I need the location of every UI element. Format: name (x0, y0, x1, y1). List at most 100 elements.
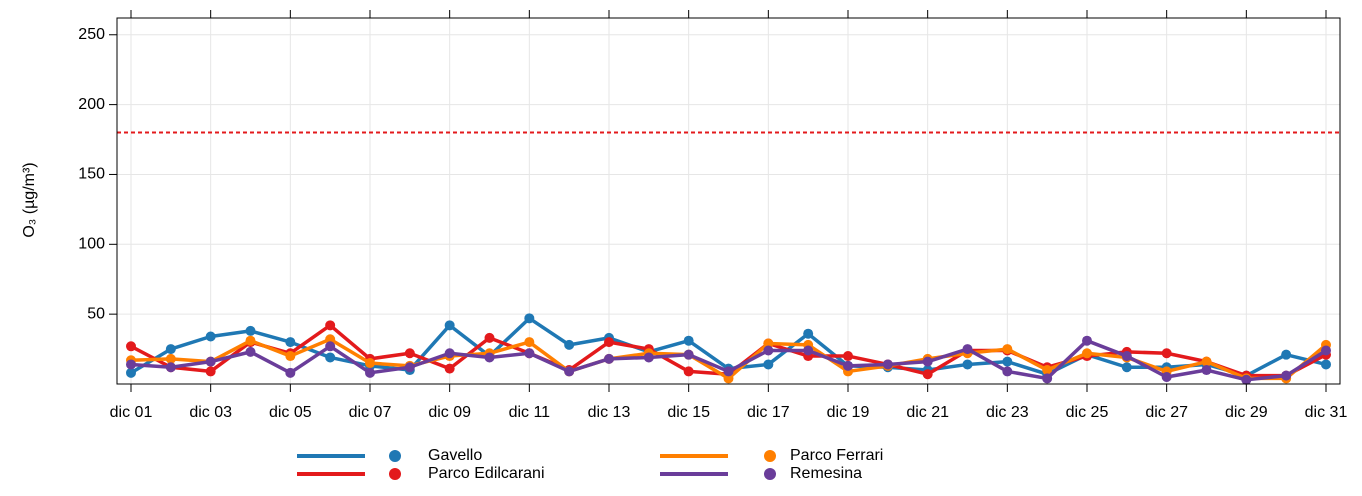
data-point (922, 369, 933, 380)
data-point (962, 359, 973, 370)
data-point (325, 334, 336, 345)
data-point (1321, 359, 1331, 370)
data-point (843, 351, 853, 362)
data-point (1241, 374, 1252, 385)
legend-dot (389, 468, 401, 480)
data-point (1002, 344, 1013, 355)
data-point (285, 337, 296, 348)
legend-label: Gavello (428, 447, 482, 464)
data-point (365, 358, 375, 369)
data-point (165, 344, 176, 355)
y-axis-label: O₃ (µg/m³) (21, 162, 38, 237)
data-point (404, 362, 415, 373)
data-point (245, 325, 256, 336)
data-point (404, 348, 415, 359)
data-point (683, 335, 694, 346)
data-point (444, 348, 455, 359)
x-tick-label: dic 11 (509, 404, 551, 421)
data-point (205, 366, 216, 377)
data-point (922, 356, 933, 367)
data-point (1161, 348, 1172, 359)
data-point (205, 356, 216, 367)
data-point (723, 373, 734, 384)
legend-label: Parco Ferrari (790, 447, 883, 464)
data-point (683, 349, 694, 360)
data-point (1201, 356, 1212, 367)
data-point (1121, 351, 1132, 362)
data-point (285, 367, 296, 378)
data-point (723, 366, 734, 377)
x-tick-label: dic 25 (1066, 404, 1109, 421)
data-point (205, 331, 216, 342)
data-point (604, 353, 614, 364)
data-point (1281, 370, 1292, 381)
data-point (1042, 373, 1053, 384)
data-point (524, 337, 535, 348)
legend-label: Remesina (790, 465, 862, 482)
x-tick-label: dic 09 (428, 404, 471, 421)
data-point (1121, 362, 1132, 373)
y-tick-label: 250 (78, 26, 105, 43)
data-point (245, 346, 256, 357)
data-point (126, 367, 136, 378)
x-tick-label: dic 27 (1145, 404, 1188, 421)
data-point (962, 344, 973, 355)
data-point (444, 320, 455, 331)
data-point (643, 352, 654, 363)
data-point (524, 348, 535, 359)
data-point (484, 352, 495, 363)
x-tick-label: dic 21 (906, 404, 949, 421)
x-tick-label: dic 17 (747, 404, 790, 421)
data-point (1082, 335, 1092, 346)
data-point (803, 328, 814, 339)
x-tick-label: dic 03 (189, 404, 232, 421)
data-point (1002, 356, 1013, 367)
plot-frame (116, 17, 1341, 385)
data-point (803, 345, 814, 356)
data-point (683, 366, 694, 377)
data-point (365, 367, 375, 378)
legend-label: Parco Edilcarani (428, 465, 545, 482)
legend-dot (764, 468, 776, 480)
x-tick-label: dic 05 (269, 404, 312, 421)
x-tick-label: dic 23 (986, 404, 1029, 421)
data-point (1201, 365, 1212, 376)
data-point (604, 337, 614, 348)
data-point (325, 320, 336, 331)
legend-dot (389, 450, 401, 462)
x-tick-label: dic 13 (588, 404, 631, 421)
x-tick-label: dic 19 (827, 404, 870, 421)
x-tick-label: dic 01 (110, 404, 153, 421)
data-point (1321, 345, 1331, 356)
data-point (763, 359, 774, 370)
data-point (1082, 348, 1092, 359)
data-point (1002, 366, 1013, 377)
data-point (763, 345, 774, 356)
x-tick-label: dic 15 (667, 404, 710, 421)
x-tick-label: dic 29 (1225, 404, 1268, 421)
data-point (843, 360, 853, 371)
data-point (285, 351, 296, 362)
y-tick-label: 50 (87, 305, 105, 322)
data-point (1161, 372, 1172, 383)
data-point (325, 352, 336, 363)
data-point (763, 338, 774, 349)
data-point (126, 359, 136, 370)
data-point (165, 353, 176, 364)
data-point (564, 339, 575, 350)
data-point (126, 341, 136, 352)
y-tick-label: 100 (78, 236, 105, 253)
x-tick-label: dic 07 (349, 404, 392, 421)
data-point (1281, 349, 1292, 360)
legend-dot (764, 450, 776, 462)
data-point (444, 363, 455, 374)
data-point (245, 335, 256, 346)
y-tick-label: 200 (78, 96, 105, 113)
data-point (524, 313, 535, 324)
data-point (484, 332, 495, 343)
data-point (165, 362, 176, 373)
data-point (882, 359, 893, 370)
data-point (325, 341, 336, 352)
x-tick-label: dic 31 (1305, 404, 1348, 421)
